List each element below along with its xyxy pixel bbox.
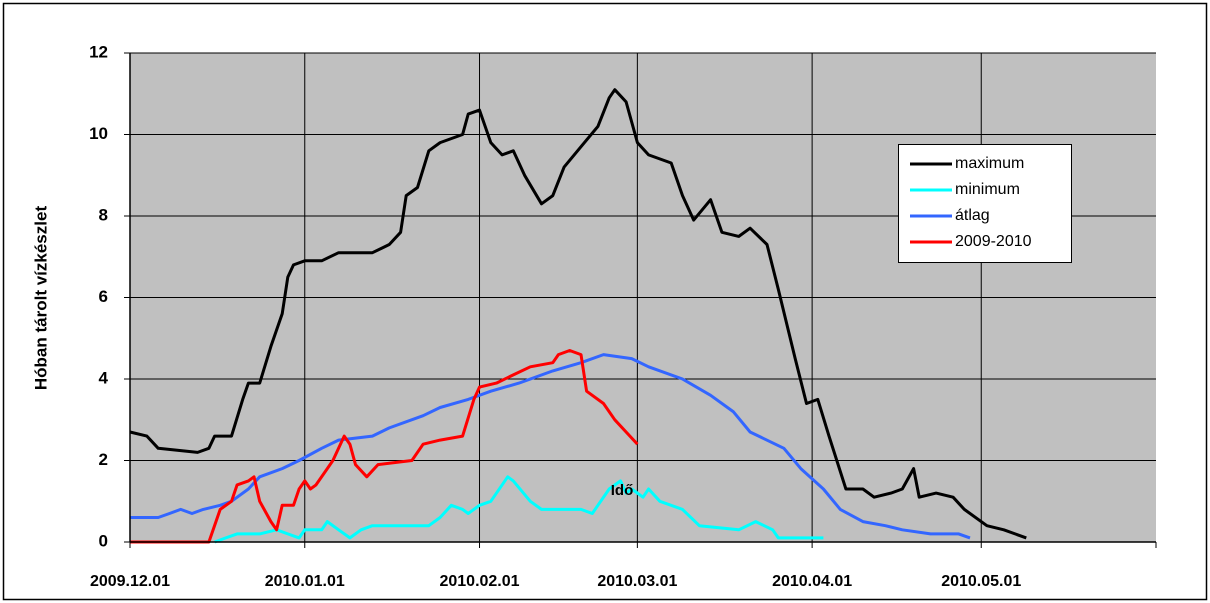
- y-tick-label: 0: [99, 531, 108, 550]
- legend-label: átlag: [955, 207, 990, 224]
- x-tick-label: 2010.01.01: [265, 573, 345, 590]
- x-tick-label: 2010.04.01: [772, 573, 852, 590]
- lines: [129, 88, 1027, 544]
- series-line: [214, 475, 824, 544]
- axes: 0 2 4 6 8 10 12 2009.12.01 2010.01.01 2010.02.01 2…: [89, 42, 1157, 590]
- series-line: [129, 88, 1027, 540]
- series-line: [130, 349, 639, 544]
- y-tick-label: 12: [89, 42, 108, 61]
- y-tick-label: 4: [99, 368, 109, 387]
- y-tick-label: 10: [89, 124, 108, 143]
- x-axis-label: Idő: [611, 482, 634, 499]
- y-tick-label: 6: [99, 287, 108, 306]
- legend-label: 2009-2010: [955, 233, 1032, 250]
- legend: maximum minimum átlag 2009-2010: [898, 144, 1072, 263]
- y-tick-label: 2: [99, 450, 108, 469]
- grid: [129, 52, 1156, 543]
- legend-label: minimum: [955, 181, 1020, 198]
- x-tick-label: 2010.03.01: [597, 573, 677, 590]
- series-line: [130, 353, 971, 540]
- y-axis-label: Hóban tárolt vízkészlet: [31, 206, 50, 391]
- x-tick-label: 2009.12.01: [90, 573, 170, 590]
- y-tick-label: 8: [99, 205, 108, 224]
- x-tick-label: 2010.02.01: [439, 573, 519, 590]
- x-tick-label: 2010.05.01: [941, 573, 1021, 590]
- legend-label: maximum: [955, 155, 1024, 172]
